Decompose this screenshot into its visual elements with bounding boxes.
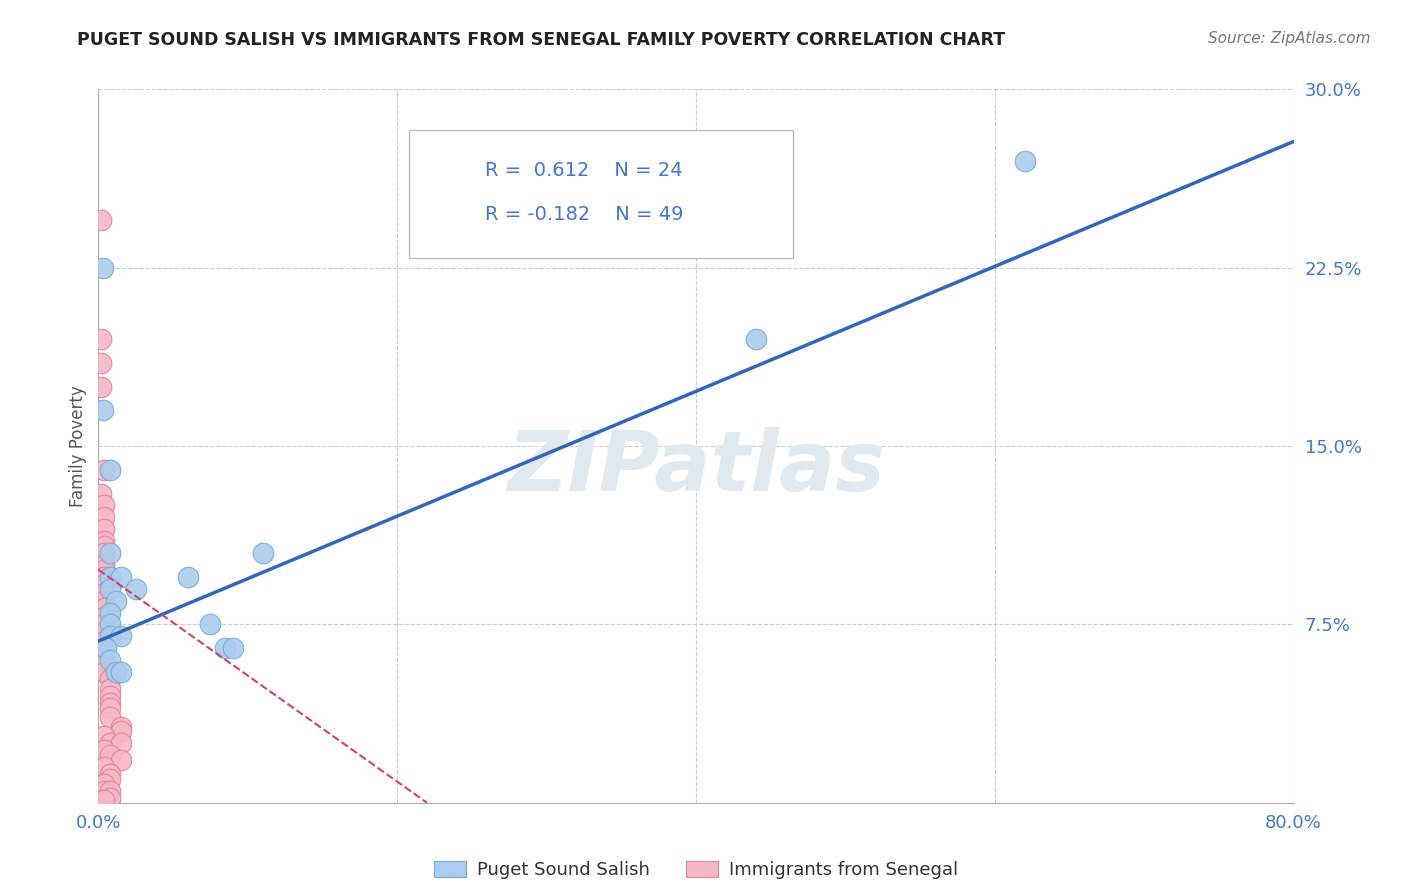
Point	[93, 586, 115, 600]
Point	[93, 610, 115, 624]
Point	[90, 213, 112, 227]
Point	[222, 641, 245, 656]
Point	[93, 657, 115, 672]
Point	[93, 634, 115, 648]
Point	[98, 672, 122, 686]
Point	[200, 617, 222, 632]
Point	[98, 696, 122, 710]
Point	[98, 748, 122, 763]
Point	[93, 534, 115, 549]
Point	[98, 653, 122, 667]
Point	[93, 743, 115, 757]
Point	[93, 760, 115, 774]
Point	[93, 499, 115, 513]
Point	[110, 665, 132, 679]
Point	[98, 681, 122, 696]
Point	[98, 689, 122, 703]
Point	[93, 463, 115, 477]
Point	[110, 736, 132, 750]
Point	[90, 379, 112, 393]
Point	[98, 784, 122, 798]
Point	[105, 593, 128, 607]
Point	[93, 793, 115, 807]
Point	[98, 772, 122, 786]
Point	[214, 641, 236, 656]
Point	[93, 777, 115, 791]
Point	[125, 582, 148, 596]
Point	[90, 332, 112, 346]
Point	[110, 629, 132, 643]
Point	[93, 593, 115, 607]
Text: Source: ZipAtlas.com: Source: ZipAtlas.com	[1208, 31, 1371, 46]
Point	[93, 624, 115, 639]
Point	[98, 629, 122, 643]
Point	[93, 600, 115, 615]
Point	[98, 606, 122, 620]
Point	[98, 570, 122, 584]
Point	[93, 563, 115, 577]
Point	[93, 653, 115, 667]
Point	[93, 617, 115, 632]
Point	[98, 463, 122, 477]
Point	[93, 522, 115, 536]
Point	[98, 582, 122, 596]
Y-axis label: Family Poverty: Family Poverty	[69, 385, 87, 507]
Point	[177, 570, 200, 584]
Point	[93, 539, 115, 553]
Point	[93, 577, 115, 591]
Point	[93, 729, 115, 743]
Point	[98, 546, 122, 560]
Point	[94, 641, 117, 656]
Point	[110, 753, 132, 767]
Point	[91, 260, 114, 275]
Point	[98, 710, 122, 724]
Text: R =  0.612    N = 24: R = 0.612 N = 24	[485, 161, 683, 179]
Point	[110, 724, 132, 739]
Point	[98, 617, 122, 632]
Point	[98, 700, 122, 714]
Point	[91, 403, 114, 417]
Point	[93, 784, 115, 798]
Point	[98, 736, 122, 750]
Text: PUGET SOUND SALISH VS IMMIGRANTS FROM SENEGAL FAMILY POVERTY CORRELATION CHART: PUGET SOUND SALISH VS IMMIGRANTS FROM SE…	[77, 31, 1005, 49]
Point	[1014, 153, 1036, 168]
Point	[93, 641, 115, 656]
Point	[93, 558, 115, 572]
Point	[110, 570, 132, 584]
Point	[93, 665, 115, 679]
Point	[93, 570, 115, 584]
Point	[90, 356, 112, 370]
Text: ZIPatlas: ZIPatlas	[508, 427, 884, 508]
Point	[745, 332, 768, 346]
Point	[98, 767, 122, 781]
Point	[252, 546, 274, 560]
Point	[105, 665, 128, 679]
Point	[110, 720, 132, 734]
Point	[98, 791, 122, 805]
Point	[90, 486, 112, 500]
Point	[93, 510, 115, 524]
Point	[93, 546, 115, 560]
Legend: Puget Sound Salish, Immigrants from Senegal: Puget Sound Salish, Immigrants from Sene…	[426, 854, 966, 887]
Text: R = -0.182    N = 49: R = -0.182 N = 49	[485, 205, 683, 224]
